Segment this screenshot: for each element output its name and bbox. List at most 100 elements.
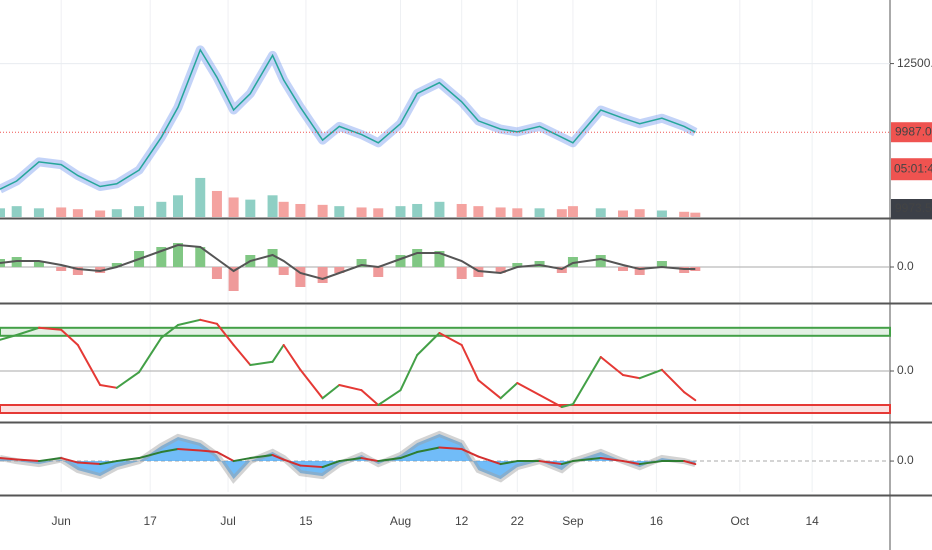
bar xyxy=(111,263,122,267)
bar xyxy=(395,206,406,217)
line-segment xyxy=(499,382,519,400)
line-segment xyxy=(60,457,79,464)
x-tick-label: Jun xyxy=(52,514,71,528)
bar xyxy=(618,267,628,271)
y-tick-label: 0.0 xyxy=(897,363,914,377)
bar xyxy=(228,197,239,217)
countdown-box xyxy=(891,158,932,181)
x-tick-label: Jul xyxy=(220,514,235,528)
x-tick-label: Aug xyxy=(390,514,411,528)
bar xyxy=(373,208,384,217)
line-segment xyxy=(438,446,463,451)
bar xyxy=(434,251,445,267)
line-segment xyxy=(399,451,419,460)
extra-label-box xyxy=(891,199,932,219)
line-segment xyxy=(477,455,502,466)
bar xyxy=(56,207,67,217)
x-tick-label: 16 xyxy=(650,514,664,528)
x-tick-label: 17 xyxy=(144,514,158,528)
bar xyxy=(567,206,578,217)
line-segment xyxy=(560,403,574,408)
line-segment xyxy=(638,368,663,380)
line-segment xyxy=(538,394,563,408)
line-segment xyxy=(37,457,63,463)
bar xyxy=(456,267,467,279)
bar xyxy=(195,177,206,217)
bar xyxy=(211,267,222,279)
bar xyxy=(595,255,606,267)
bar xyxy=(228,267,239,291)
bar xyxy=(72,267,83,275)
x-tick-label: 15 xyxy=(299,514,313,528)
bar xyxy=(679,211,690,217)
line-segment xyxy=(282,458,302,467)
line-segment xyxy=(683,391,697,402)
bar xyxy=(33,261,44,267)
line-segment xyxy=(232,344,252,366)
line-segment xyxy=(622,374,641,380)
bar xyxy=(690,212,701,217)
line-segment xyxy=(638,460,663,466)
line-segment xyxy=(249,454,274,460)
bar xyxy=(173,195,183,217)
line-segment xyxy=(321,384,341,400)
y-tick-label: 12500.0 xyxy=(897,56,932,70)
bar xyxy=(195,247,206,267)
line-segment xyxy=(338,384,363,392)
bar xyxy=(656,210,667,217)
x-tick-label: 14 xyxy=(805,514,819,528)
bar xyxy=(72,209,83,217)
line-segment xyxy=(460,448,480,458)
band xyxy=(0,404,891,414)
bar xyxy=(317,204,328,217)
line-segment xyxy=(37,326,63,331)
line-segment xyxy=(599,356,624,376)
line-segment xyxy=(438,332,463,346)
bar xyxy=(111,209,122,217)
line-segment xyxy=(271,454,285,461)
line-segment xyxy=(560,460,574,466)
bar xyxy=(173,243,183,267)
extra-label: 9973.5 xyxy=(895,201,932,215)
bar xyxy=(134,206,145,217)
bar xyxy=(456,203,467,217)
countdown: 05:01:47 xyxy=(894,161,932,175)
bar xyxy=(412,249,423,267)
line-segment xyxy=(199,318,218,325)
bar xyxy=(56,267,67,271)
line-segment xyxy=(360,457,380,463)
line-segment xyxy=(99,460,118,466)
line-segment xyxy=(177,318,202,326)
line-segment xyxy=(571,356,602,406)
line-segment xyxy=(15,326,40,336)
line-segment xyxy=(622,460,641,466)
line-segment xyxy=(249,360,274,366)
line-segment xyxy=(377,389,402,406)
line-segment xyxy=(599,457,624,463)
bar xyxy=(334,267,345,273)
bar xyxy=(11,206,22,217)
bar xyxy=(412,203,423,217)
line-segment xyxy=(499,460,519,466)
line-segment xyxy=(660,368,686,394)
bar xyxy=(317,267,328,283)
y-tick-label: 0.0 xyxy=(897,453,914,467)
bar xyxy=(618,210,628,217)
band xyxy=(0,326,891,337)
line xyxy=(0,243,696,281)
line-segment xyxy=(416,446,441,454)
x-tick-label: 22 xyxy=(511,514,525,528)
bar xyxy=(278,201,289,217)
bar xyxy=(334,206,345,217)
line-segment xyxy=(516,382,541,396)
bar xyxy=(512,208,523,217)
line-segment xyxy=(416,332,441,356)
line-segment xyxy=(215,451,235,463)
bar xyxy=(245,199,256,217)
line-segment xyxy=(538,460,563,466)
bar xyxy=(595,208,606,217)
bar xyxy=(512,263,523,267)
line-segment xyxy=(460,344,480,382)
line-segment xyxy=(60,328,79,346)
